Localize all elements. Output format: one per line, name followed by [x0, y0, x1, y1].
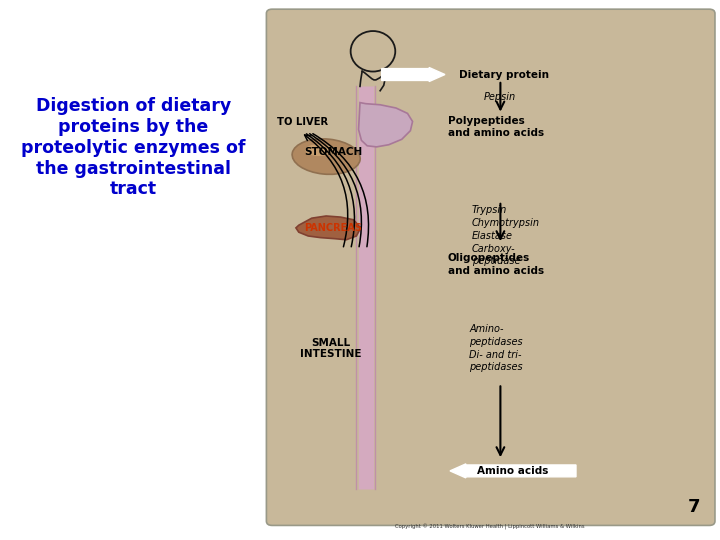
FancyBboxPatch shape	[266, 9, 715, 525]
Text: Copyright © 2011 Wolters Kluwer Health | Lippincott Williams & Wilkins: Copyright © 2011 Wolters Kluwer Health |…	[395, 524, 585, 530]
Text: PANCREAS: PANCREAS	[305, 223, 362, 233]
Polygon shape	[296, 216, 361, 240]
FancyArrow shape	[382, 68, 445, 82]
Text: Pepsin: Pepsin	[484, 92, 516, 102]
Text: Dietary protein: Dietary protein	[459, 70, 549, 79]
Polygon shape	[359, 103, 413, 147]
Ellipse shape	[292, 139, 360, 174]
Text: Amino-
peptidases
Di- and tri-
peptidases: Amino- peptidases Di- and tri- peptidase…	[469, 324, 523, 373]
Text: Polypeptides
and amino acids: Polypeptides and amino acids	[448, 116, 544, 138]
Ellipse shape	[305, 144, 333, 156]
Text: STOMACH: STOMACH	[304, 147, 362, 157]
Text: Oligopeptides
and amino acids: Oligopeptides and amino acids	[448, 253, 544, 276]
Text: Amino acids: Amino acids	[477, 466, 548, 476]
Text: 7: 7	[688, 498, 700, 516]
FancyArrow shape	[450, 464, 576, 478]
Text: Trypsin
Chymotrypsin
Elastase
Carboxy-
peptidase: Trypsin Chymotrypsin Elastase Carboxy- p…	[472, 205, 539, 266]
Text: TO LIVER: TO LIVER	[276, 117, 328, 127]
Text: SMALL
INTESTINE: SMALL INTESTINE	[300, 338, 362, 359]
Text: Digestion of dietary
proteins by the
proteolytic enzymes of
the gastrointestinal: Digestion of dietary proteins by the pro…	[21, 97, 246, 198]
